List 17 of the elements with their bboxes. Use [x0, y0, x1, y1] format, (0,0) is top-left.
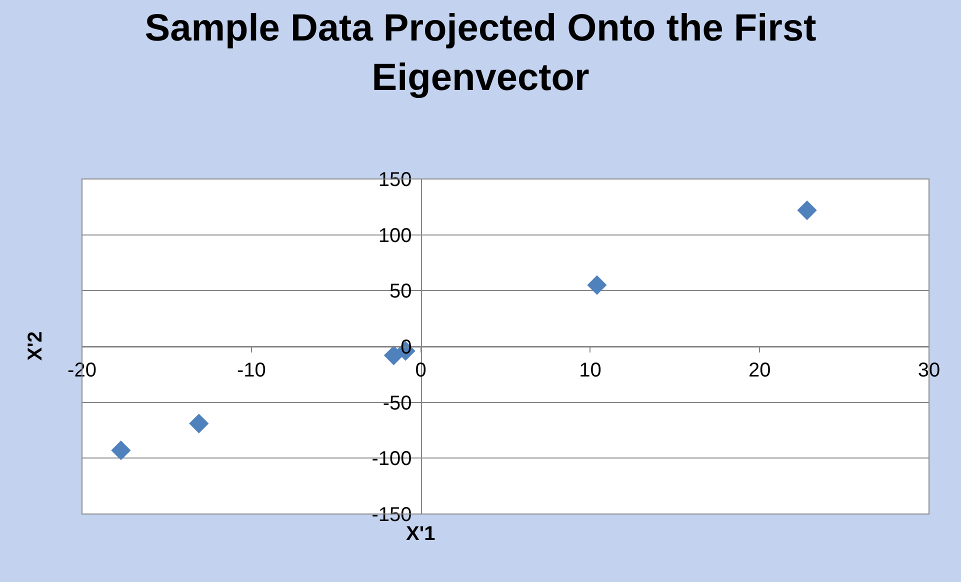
y-tick-label: 50	[390, 280, 412, 303]
x-tick-label: -10	[236, 360, 266, 382]
y-tick-label: 0	[400, 336, 412, 358]
x-tick-label: 20	[748, 360, 771, 382]
y-tick-label: -100	[372, 448, 412, 470]
x-axis-title: X'1	[406, 523, 436, 545]
chart-title: Sample Data Projected Onto the First Eigenvector	[144, 8, 817, 100]
y-tick-label: -50	[382, 392, 412, 414]
x-tick-label: 10	[579, 360, 602, 382]
point	[797, 200, 817, 220]
point	[111, 440, 131, 460]
point	[587, 275, 607, 295]
x-tick-label: 30	[918, 360, 940, 382]
y-tick-label: 100	[378, 224, 412, 247]
point	[189, 414, 208, 434]
y-axis-title: X'2	[24, 331, 47, 361]
x-tick-label: 0	[415, 360, 426, 382]
